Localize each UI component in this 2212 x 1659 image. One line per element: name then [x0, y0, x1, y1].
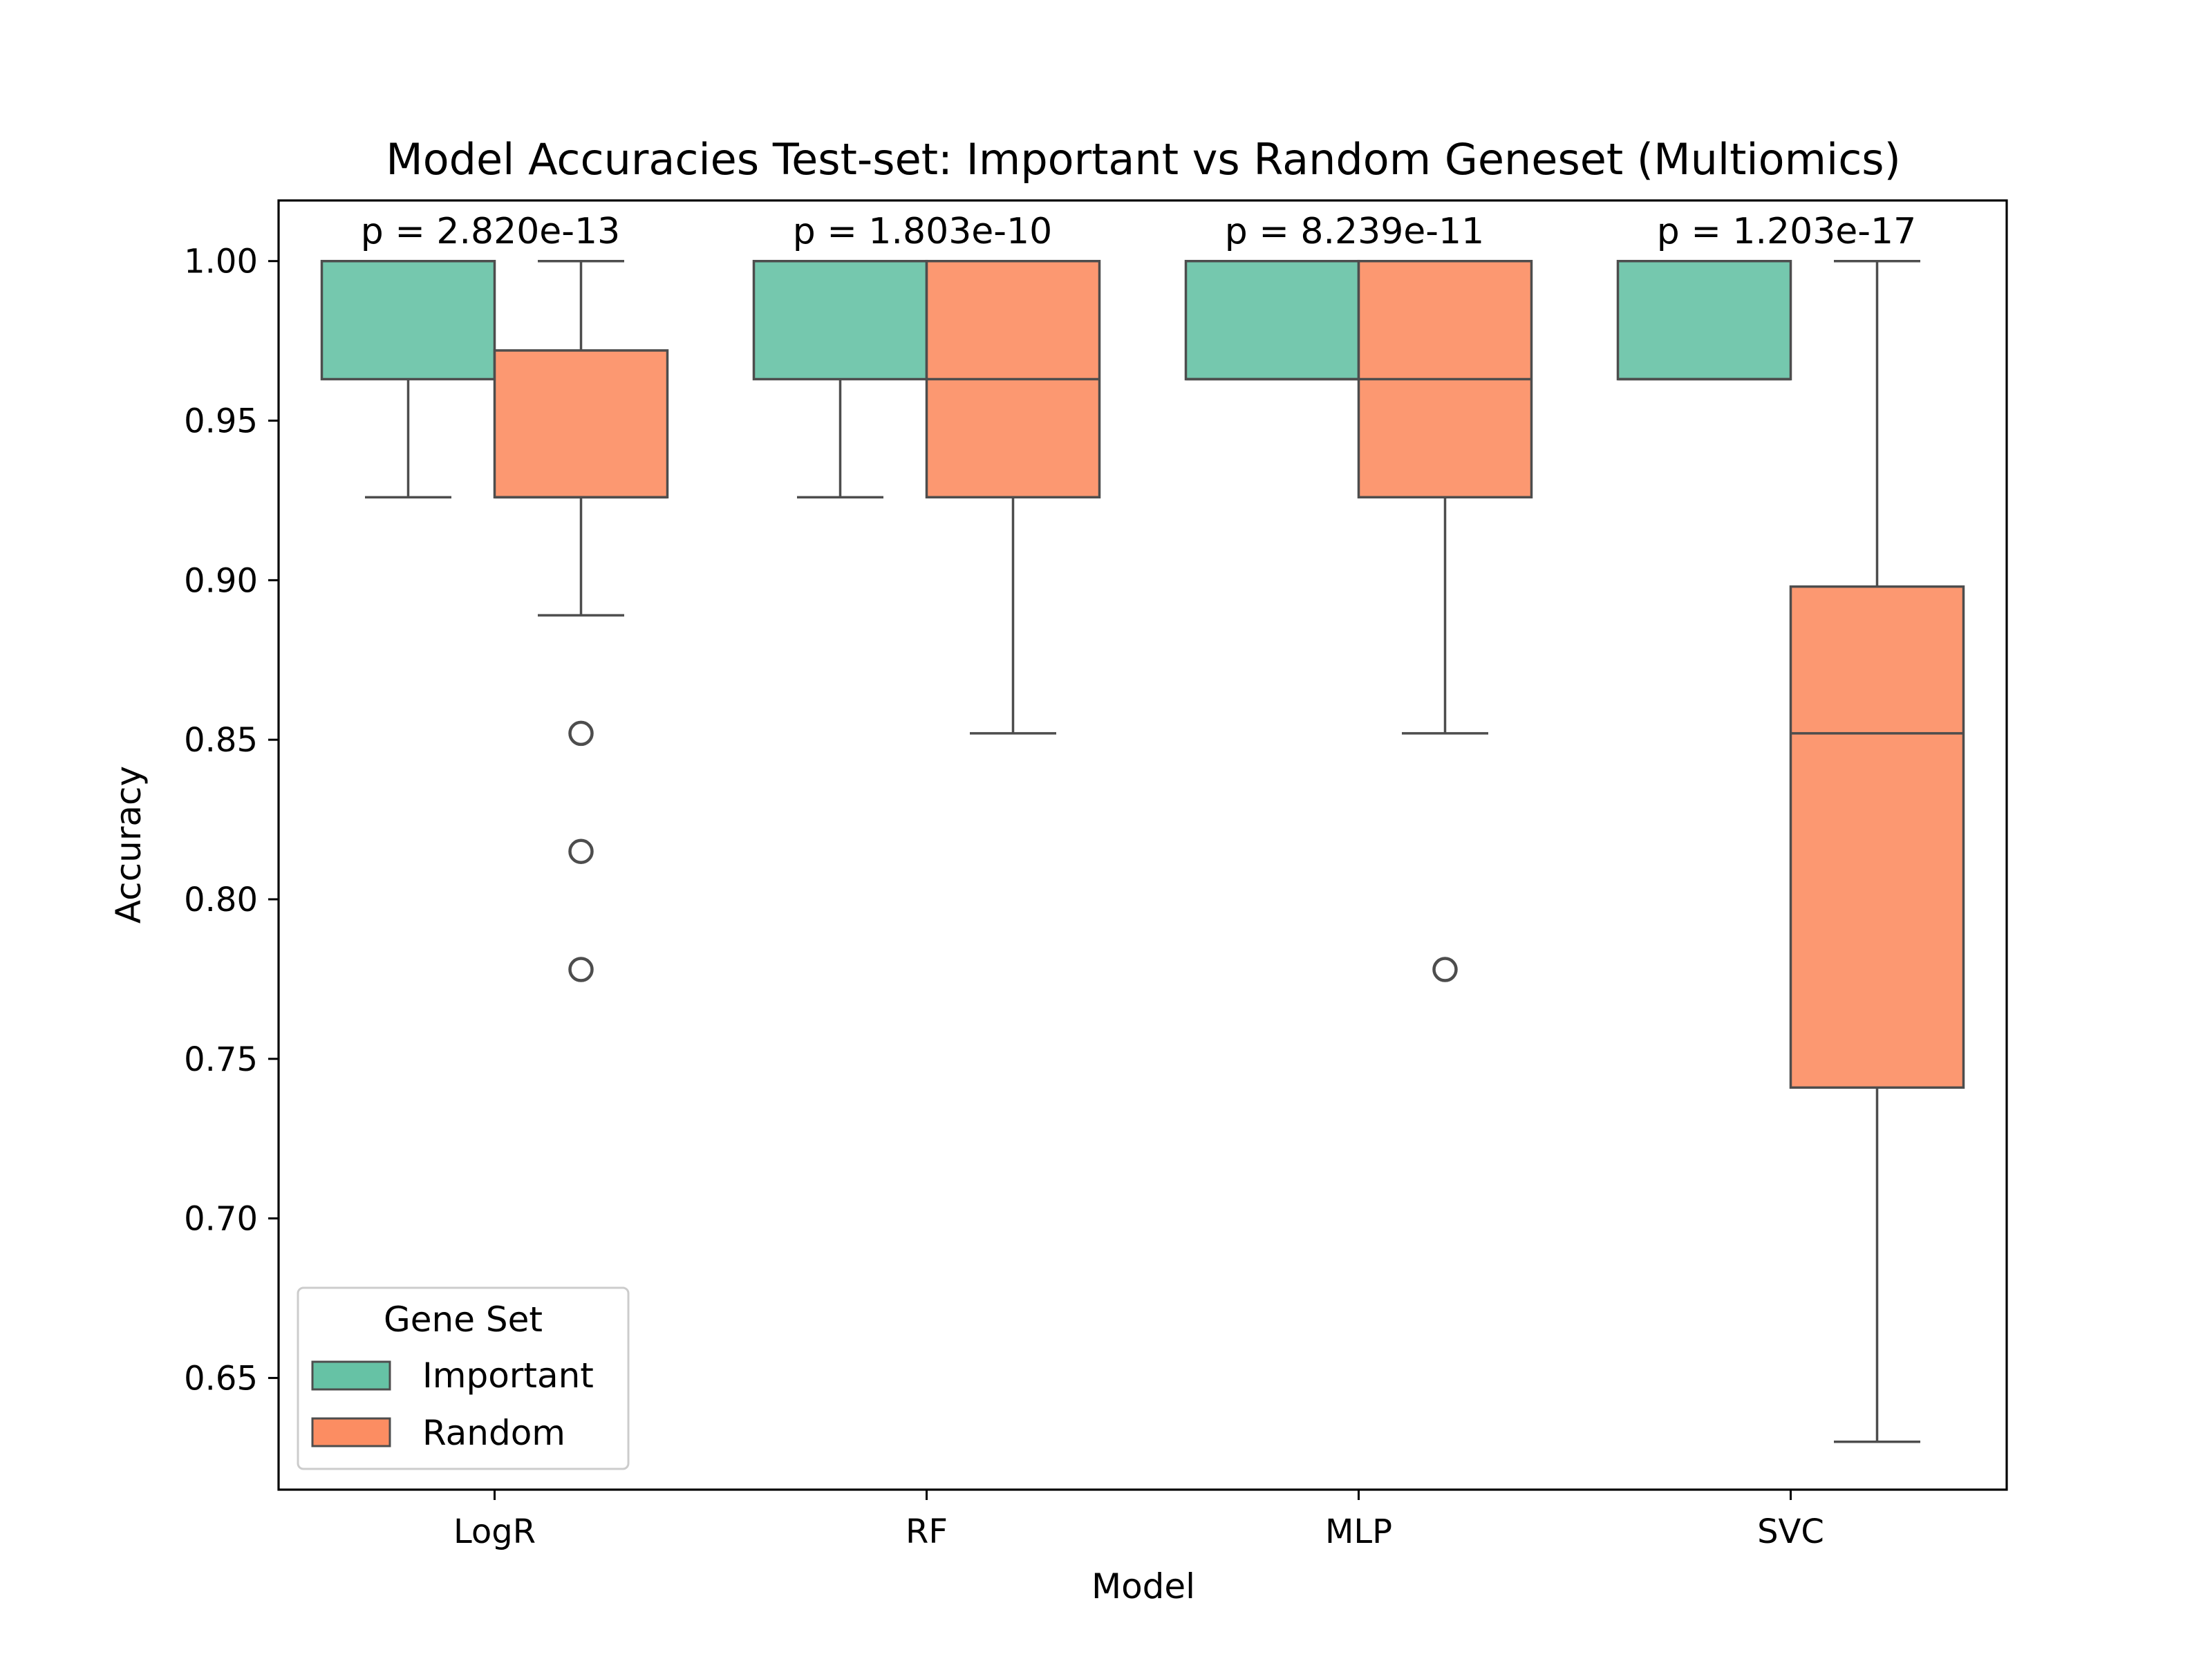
box-important-mlp [1184, 259, 1360, 381]
x-axis: LogR RF MLP SVC [453, 1490, 1824, 1551]
y-tick-label: 1.00 [184, 243, 258, 281]
legend-label-random: Random [422, 1413, 565, 1453]
box-important-svc [1616, 259, 1792, 381]
plot-area [320, 259, 1965, 1443]
y-tick-label: 0.70 [184, 1200, 258, 1239]
outlier-random-logr [568, 957, 594, 982]
x-tick-label: LogR [453, 1512, 536, 1551]
p-value-mlp: p = 8.239e-11 [1225, 211, 1484, 252]
x-tick-label: SVC [1757, 1512, 1824, 1551]
x-tick-label: RF [906, 1512, 948, 1551]
outlier-random-logr [568, 720, 594, 747]
y-tick-label: 0.75 [184, 1040, 258, 1079]
box-random-logr [493, 349, 669, 499]
legend-swatch-random [311, 1417, 391, 1447]
p-value-svc: p = 1.203e-17 [1657, 211, 1916, 252]
legend-label-important: Important [422, 1356, 594, 1396]
y-axis: 0.65 0.70 0.75 0.80 0.85 0.90 0.95 1.00 [184, 243, 279, 1398]
legend-swatch-important [311, 1360, 391, 1391]
x-tick-label: MLP [1325, 1512, 1392, 1551]
box-important-rf [752, 259, 928, 381]
p-value-rf: p = 1.803e-10 [793, 211, 1052, 252]
legend-title: Gene Set [384, 1300, 543, 1340]
chart-title: Model Accuracies Test-set: Important vs … [386, 134, 1901, 185]
x-axis-label: Model [1091, 1566, 1195, 1606]
box-important-logr [320, 259, 496, 381]
y-tick-label: 0.90 [184, 561, 258, 600]
y-tick-label: 0.80 [184, 881, 258, 919]
y-tick-label: 0.65 [184, 1359, 258, 1398]
p-value-logr: p = 2.820e-13 [361, 211, 620, 252]
p-value-annotations: p = 2.820e-13 p = 1.803e-10 p = 8.239e-11 p… [361, 211, 1916, 252]
legend: Gene Set Important Random [297, 1286, 630, 1470]
y-tick-label: 0.85 [184, 721, 258, 760]
box-random-svc [1789, 585, 1965, 1089]
y-axis-label: Accuracy [109, 766, 149, 924]
axes-frame [277, 199, 2008, 1491]
y-tick-label: 0.95 [184, 402, 258, 441]
outlier-random-logr [568, 838, 594, 864]
outlier-random-mlp [1432, 957, 1458, 982]
